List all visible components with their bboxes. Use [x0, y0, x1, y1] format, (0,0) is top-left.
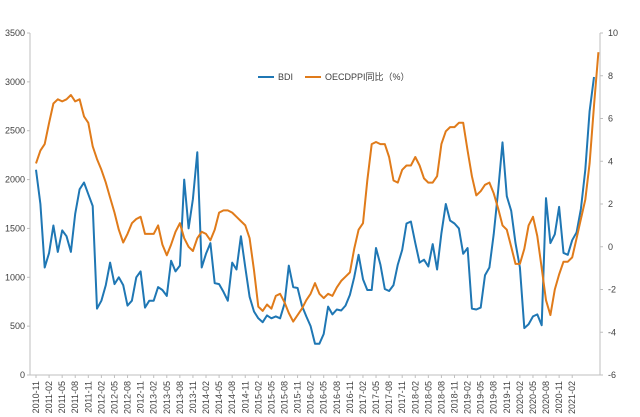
x-tick-label: 2013-05 — [162, 381, 172, 414]
axes: 0 500 1000 1500 2000 2500 3000 3500 -6 -4 -2 0 2 4 6 8 1… — [5, 28, 618, 414]
left-y-tick-label: 3500 — [5, 28, 25, 38]
x-tick-label: 2018-08 — [436, 381, 446, 414]
x-tick-label: 2012-05 — [109, 381, 119, 414]
x-tick-label: 2013-11 — [188, 381, 198, 413]
x-tick-label: 2014-08 — [227, 381, 237, 414]
legend-bdi-label: BDI — [278, 72, 293, 82]
x-tick-label: 2014-02 — [201, 381, 211, 414]
x-tick-label: 2011-08 — [70, 381, 80, 413]
x-tick-label: 2018-11 — [450, 381, 460, 413]
x-tick-label: 2016-11 — [345, 381, 355, 413]
right-y-tick-label: 2 — [608, 199, 613, 209]
right-y-tick-label: -4 — [608, 327, 616, 337]
x-tick-label: 2020-11 — [554, 381, 564, 413]
x-tick-label: 2016-05 — [319, 381, 329, 414]
right-y-tick-label: -6 — [608, 370, 616, 380]
x-tick-label: 2012-02 — [96, 381, 106, 414]
series-lines — [35, 52, 600, 345]
x-tick-label: 2017-11 — [397, 381, 407, 413]
x-tick-label: 2014-11 — [240, 381, 250, 413]
x-tick-label: 2016-02 — [306, 381, 316, 414]
x-tick-label: 2010-11 — [31, 381, 41, 413]
x-tick-label: 2012-08 — [123, 381, 133, 414]
x-tick-label: 2011-11 — [83, 381, 93, 413]
x-tick-label: 2019-02 — [463, 381, 473, 414]
x-tick-label: 2013-02 — [149, 381, 159, 414]
left-y-tick-label: 1000 — [5, 272, 25, 282]
right-y-tick-label: -2 — [608, 285, 616, 295]
bdi-series-line — [35, 76, 595, 345]
oecd-ppi-series-line — [35, 52, 600, 323]
x-tick-label: 2018-02 — [410, 381, 420, 414]
x-tick-label: 2017-02 — [358, 381, 368, 414]
right-y-tick-label: 10 — [608, 28, 618, 38]
x-tick-label: 2015-02 — [253, 381, 263, 414]
x-tick-label: 2015-11 — [293, 381, 303, 413]
x-tick-label: 2020-05 — [528, 381, 538, 414]
left-y-tick-label: 1500 — [5, 223, 25, 233]
x-tick-label: 2015-05 — [266, 381, 276, 414]
legend: BDI OECDPPI同比（%） — [258, 71, 410, 82]
x-tick-label: 2016-08 — [332, 381, 342, 414]
left-y-tick-label: 2000 — [5, 175, 25, 185]
x-tick-label: 2014-05 — [214, 381, 224, 414]
right-y-tick-label: 0 — [608, 242, 613, 252]
right-y-tick-label: 6 — [608, 114, 613, 124]
x-tick-label: 2020-02 — [515, 381, 525, 414]
left-y-tick-label: 500 — [10, 321, 25, 331]
x-tick-label: 2019-08 — [489, 381, 499, 414]
x-tick-label: 2015-08 — [279, 381, 289, 414]
x-tick-label: 2012-11 — [136, 381, 146, 413]
x-tick-label: 2021-02 — [567, 381, 577, 414]
left-y-tick-label: 2500 — [5, 126, 25, 136]
x-tick-label: 2017-05 — [371, 381, 381, 414]
legend-ppi-label: OECDPPI同比（%） — [325, 71, 410, 82]
right-y-tick-label: 8 — [608, 71, 613, 81]
left-y-tick-label: 3000 — [5, 77, 25, 87]
x-tick-label: 2019-11 — [502, 381, 512, 413]
left-y-tick-label: 0 — [20, 370, 25, 380]
x-tick-label: 2011-05 — [57, 381, 67, 413]
x-tick-label: 2020-08 — [541, 381, 551, 414]
x-tick-label: 2018-05 — [423, 381, 433, 414]
x-tick-label: 2017-08 — [384, 381, 394, 414]
x-tick-label: 2011-02 — [44, 381, 54, 413]
x-tick-label: 2019-05 — [476, 381, 486, 414]
right-y-tick-label: 4 — [608, 156, 613, 166]
x-tick-label: 2013-08 — [175, 381, 185, 414]
